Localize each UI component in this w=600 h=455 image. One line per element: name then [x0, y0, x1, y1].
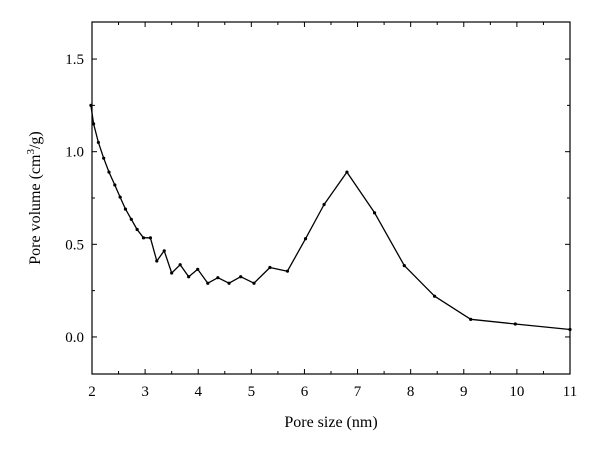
- data-point: [252, 281, 256, 285]
- data-point: [129, 217, 133, 221]
- data-point: [155, 259, 159, 263]
- data-point: [196, 267, 200, 271]
- data-point: [469, 317, 473, 321]
- x-tick-label: 11: [563, 384, 577, 400]
- data-point: [91, 122, 96, 126]
- x-tick-label: 7: [354, 384, 362, 400]
- data-point: [89, 103, 93, 107]
- x-tick-label: 9: [460, 384, 468, 400]
- data-point: [123, 207, 128, 211]
- data-point: [148, 236, 153, 240]
- y-axis-title-superscript: 3: [25, 149, 37, 155]
- data-point: [187, 275, 191, 279]
- axis-ticks: [91, 22, 571, 374]
- plot-frame: [91, 21, 571, 375]
- y-axis-title: Pore volume (cm3/g): [25, 131, 44, 264]
- data-series: [89, 103, 572, 332]
- data-point: [402, 264, 406, 268]
- data-point: [372, 211, 377, 215]
- data-point: [239, 275, 243, 279]
- data-point: [141, 236, 146, 240]
- data-point: [118, 195, 122, 199]
- x-axis-title: Pore size (nm): [284, 414, 377, 431]
- data-point: [216, 276, 220, 280]
- x-tick-label: 5: [248, 384, 256, 400]
- data-point: [513, 322, 517, 326]
- x-tick-label: 2: [88, 384, 96, 400]
- data-point: [170, 271, 174, 275]
- data-point: [227, 281, 231, 285]
- axis-tick-labels: 2 3 4 5 6 7 8 9 10 11 0.0 0.5 1.0 1.5: [65, 52, 577, 400]
- x-tick-label: 4: [194, 384, 202, 400]
- data-point: [303, 237, 308, 241]
- x-tick-label: 10: [509, 384, 524, 400]
- data-point: [178, 263, 182, 267]
- x-tick-label: 3: [141, 384, 149, 400]
- data-point: [568, 327, 572, 332]
- data-point: [345, 170, 349, 174]
- data-point: [96, 140, 100, 145]
- y-axis-title-tail: /g): [27, 131, 44, 149]
- data-point: [102, 156, 106, 160]
- y-tick-label: 1.0: [65, 145, 84, 161]
- data-point: [432, 294, 437, 298]
- data-point: [107, 170, 111, 174]
- x-tick-label: 8: [407, 384, 415, 400]
- series-line: [90, 105, 571, 331]
- x-tick-label: 6: [301, 384, 309, 400]
- y-tick-label: 0.5: [65, 237, 84, 253]
- data-point: [135, 227, 139, 232]
- data-point: [285, 269, 290, 273]
- y-tick-label: 0.0: [65, 330, 84, 346]
- data-point: [113, 183, 117, 187]
- y-tick-label: 1.5: [65, 52, 84, 68]
- data-point: [268, 265, 272, 270]
- data-point: [206, 281, 210, 285]
- data-point: [322, 202, 326, 207]
- data-point: [162, 249, 166, 253]
- y-axis-title-main: Pore volume (cm: [27, 154, 44, 265]
